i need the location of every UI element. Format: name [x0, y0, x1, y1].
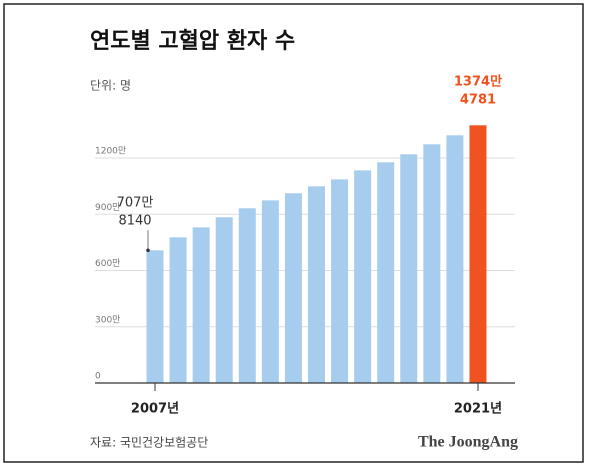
bar [354, 170, 372, 383]
bar [215, 217, 233, 383]
value-label-line: 4781 [460, 92, 496, 107]
y-tick-label: 900만 [95, 202, 120, 213]
chart-title: 연도별 고혈압 환자 수 [90, 29, 295, 54]
bar [331, 179, 349, 383]
y-tick-label: 300만 [95, 314, 120, 325]
x-tick-label: 2007년 [131, 402, 179, 417]
unit-label: 단위: 명 [90, 79, 131, 93]
bar [446, 135, 464, 383]
brand: The JoongAng [418, 434, 518, 451]
bar [377, 162, 395, 383]
bar [284, 193, 302, 383]
y-tick-label: 600만 [95, 258, 120, 269]
x-tick-label: 2021년 [454, 402, 502, 417]
leader-dot [146, 248, 150, 253]
bar [238, 208, 256, 383]
bar [169, 237, 187, 383]
source: 자료: 국민건강보험공단 [90, 436, 208, 450]
y-tick-label: 1200만 [95, 146, 126, 157]
bar [261, 200, 279, 383]
value-label: 1374만 4781 [454, 73, 502, 107]
value-label: 707만 8140 [117, 195, 154, 228]
bar [146, 250, 164, 383]
value-label-line: 1374만 [454, 73, 502, 89]
value-label-line: 707만 [117, 195, 154, 210]
y-tick-label: 0 [95, 372, 101, 382]
bar [469, 125, 487, 384]
bar [307, 186, 325, 383]
bar [400, 154, 418, 383]
value-label-line: 8140 [118, 213, 151, 228]
bar [423, 144, 441, 383]
bar [192, 227, 210, 383]
